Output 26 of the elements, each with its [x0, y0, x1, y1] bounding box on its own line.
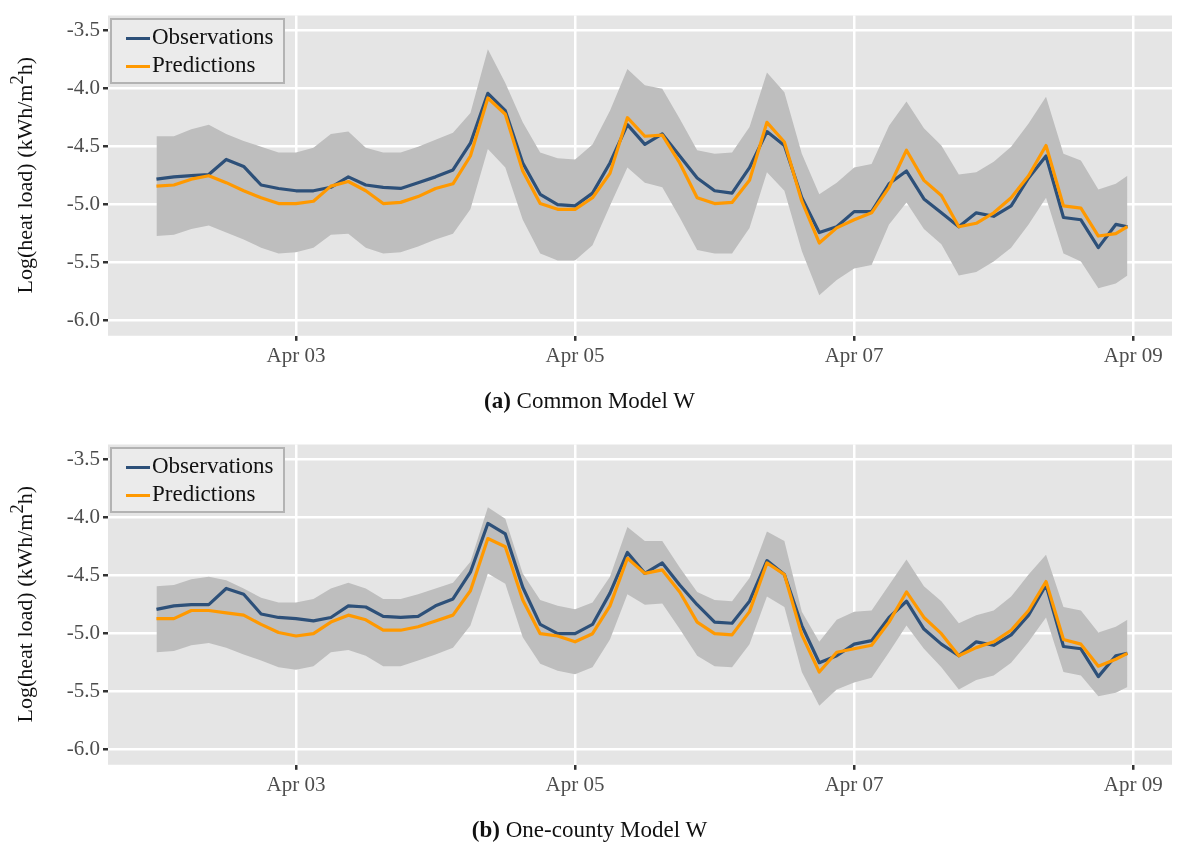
x-tick-label: Apr 07	[824, 342, 884, 367]
y-tick-label: -4.5	[66, 562, 100, 587]
x-tick-label: Apr 07	[824, 771, 884, 796]
y-tick-label: -4.0	[66, 504, 100, 529]
text: (a) Common Model W	[483, 388, 696, 413]
y-tick-label: -5.0	[66, 620, 100, 645]
y-tick-label: -4.0	[66, 75, 100, 100]
y-tick-label: -5.5	[66, 678, 100, 703]
y-tick-label: -3.5	[66, 446, 100, 471]
text: (b) One-county Model W	[471, 817, 708, 842]
x-tick-label: Apr 05	[545, 342, 605, 367]
y-tick-label: -6.0	[66, 736, 100, 761]
y-tick-label: -3.5	[66, 17, 100, 42]
y-tick-label: -4.5	[66, 133, 100, 158]
x-tick-label: Apr 03	[266, 771, 326, 796]
legend-label: Observations	[152, 452, 274, 478]
x-tick-label: Apr 09	[1103, 771, 1163, 796]
y-tick-label: -5.0	[66, 191, 100, 216]
y-tick-label: -6.0	[66, 307, 100, 332]
legend-label: Observations	[152, 23, 274, 49]
y-tick-label: -5.5	[66, 249, 100, 274]
x-tick-label: Apr 09	[1103, 342, 1163, 367]
x-tick-label: Apr 05	[545, 771, 605, 796]
legend-label: Predictions	[152, 480, 256, 506]
x-tick-label: Apr 03	[266, 342, 326, 367]
legend-label: Predictions	[152, 51, 256, 77]
